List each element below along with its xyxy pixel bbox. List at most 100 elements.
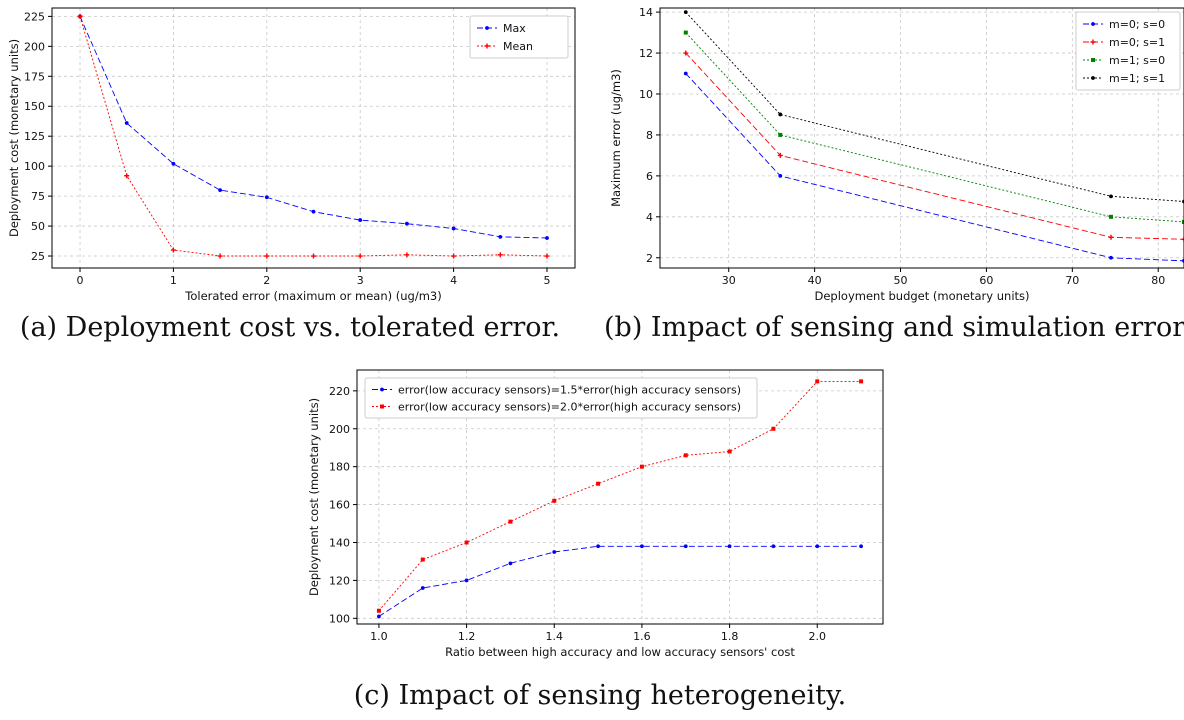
y-tick-label: 140: [329, 536, 350, 549]
data-point: [1181, 236, 1184, 242]
chart-svg-c: 1.0 1.2 1.4 1.6 1.8 2.0 100 120 140 160 180 200 220 R…: [307, 369, 884, 659]
data-point: [311, 253, 316, 259]
data-point: [640, 544, 644, 549]
x-tick-label: 5: [543, 274, 550, 287]
series-line-b-0: [685, 73, 1184, 262]
data-point: [217, 253, 223, 259]
data-point: [420, 557, 425, 562]
caption-a: (a) Deployment cost vs. tolerated error.: [19, 312, 561, 343]
caption-b: (b) Impact of sensing and simulation err…: [604, 312, 1184, 343]
series-line-a-1: [79, 16, 548, 257]
data-point: [77, 13, 83, 19]
x-tick-label: 2.0: [809, 630, 827, 643]
plot-frame: [659, 7, 1184, 269]
series-line-b-3: [685, 11, 1184, 202]
data-point: [1108, 234, 1114, 240]
y-tick-label: 8: [646, 129, 653, 142]
y-tick-label: 220: [329, 385, 350, 398]
series-line-c-0: [378, 545, 862, 617]
data-point: [124, 173, 130, 179]
data-point: [683, 30, 688, 35]
data-point: [771, 426, 776, 431]
y-tick-label: 2: [646, 252, 653, 265]
data-point: [377, 614, 381, 619]
y-tick-label: 25: [31, 250, 45, 263]
y-tick-label: 125: [24, 130, 45, 143]
y-tick-label: 14: [639, 6, 653, 19]
legend-label: m=0; s=1: [1109, 36, 1165, 49]
data-point: [778, 132, 783, 137]
chart-svg-a: 0 1 2 3 4 5 25 50 75 100 125 150 175 200 225 Tolerated …: [7, 7, 576, 303]
data-point: [170, 247, 176, 253]
x-tick-label: 40: [808, 274, 822, 287]
data-point: [404, 221, 409, 226]
data-point: [777, 152, 783, 158]
data-point: [859, 544, 863, 549]
data-point: [1109, 194, 1113, 199]
data-point: [124, 121, 129, 125]
data-point: [683, 71, 688, 76]
data-point: [544, 253, 550, 259]
chart-b: 30 40 50 60 70 80 2 4 6 8 10 12 14 Deployment budget …: [604, 0, 1184, 303]
data-point: [727, 449, 732, 454]
data-point: [451, 226, 456, 231]
legend: Max Mean: [469, 15, 569, 59]
data-point: [683, 50, 689, 56]
x-tick-label: 2: [263, 274, 270, 287]
y-tick-label: 200: [24, 40, 45, 53]
x-axis-label: Ratio between high accuracy and low accu…: [445, 645, 795, 659]
y-axis-label: Maximum error (ug/m3): [609, 69, 623, 207]
y-tick-label: 200: [329, 423, 350, 436]
legend-label: Mean: [503, 40, 533, 53]
data-point: [683, 544, 688, 549]
y-tick-label: 180: [329, 461, 350, 474]
x-tick-label: 1.8: [721, 630, 739, 643]
legend-label: m=0; s=0: [1109, 18, 1165, 31]
data-point: [545, 236, 549, 240]
y-tick-label: 100: [329, 612, 350, 625]
y-tick-label: 6: [646, 170, 653, 183]
x-tick-label: 80: [1151, 274, 1165, 287]
x-axis-label: Tolerated error (maximum or mean) (ug/m3…: [184, 289, 441, 303]
legend-marker: [1091, 58, 1095, 62]
y-tick-label: 160: [329, 499, 350, 512]
data-point: [498, 234, 503, 239]
data-point: [1109, 255, 1113, 260]
data-point: [778, 112, 783, 117]
x-tick-label: 1.4: [546, 630, 564, 643]
legend-marker: [1091, 76, 1095, 80]
data-point: [727, 544, 732, 549]
data-point: [596, 544, 600, 549]
series-line-b-1: [685, 52, 1184, 240]
x-tick-label: 1: [170, 274, 177, 287]
y-tick-label: 150: [24, 100, 45, 113]
data-point: [815, 544, 820, 549]
chart-c: 1.0 1.2 1.4 1.6 1.8 2.0 100 120 140 160 180 200 220 R…: [300, 362, 900, 672]
y-tick-label: 100: [24, 160, 45, 173]
y-tick-label: 12: [639, 47, 653, 60]
data-point: [420, 586, 425, 590]
y-tick-label: 10: [639, 88, 653, 101]
legend-marker: [1090, 39, 1096, 45]
y-tick-label: 175: [24, 70, 45, 83]
legend-label: m=1; s=1: [1109, 72, 1165, 85]
data-point: [464, 578, 469, 583]
data-point: [508, 561, 513, 566]
data-point: [683, 453, 688, 458]
x-axis-label: Deployment budget (monetary units): [814, 289, 1029, 303]
data-point: [264, 253, 270, 259]
chart-svg-b: 30 40 50 60 70 80 2 4 6 8 10 12 14 Deployment budget …: [609, 6, 1184, 303]
legend-marker: [484, 43, 490, 49]
plot-frame: [51, 7, 576, 269]
data-point: [552, 498, 557, 503]
data-point: [218, 188, 223, 193]
series-line-b-2: [685, 32, 1184, 223]
y-axis-label: Deployment cost (monetary units): [307, 398, 321, 596]
data-point: [1182, 219, 1184, 224]
data-point: [778, 173, 783, 178]
legend-label: Max: [503, 22, 526, 35]
y-tick-label: 225: [24, 10, 45, 23]
x-tick-label: 50: [894, 274, 908, 287]
plot-frame: [356, 369, 884, 625]
data-point: [508, 519, 513, 524]
